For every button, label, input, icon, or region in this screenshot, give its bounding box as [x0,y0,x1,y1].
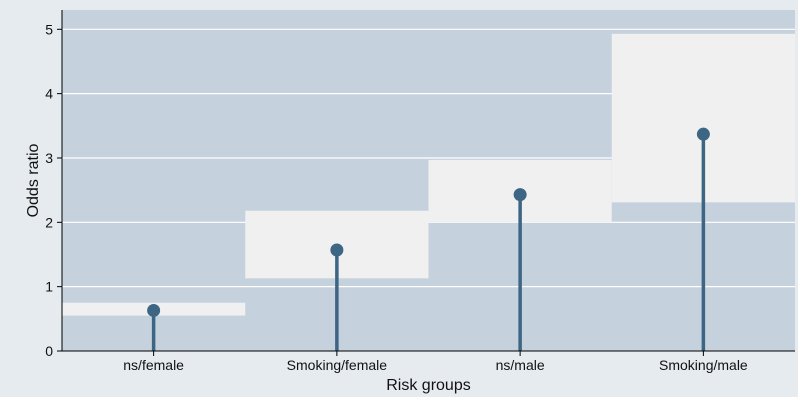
y-tick-label: 3 [45,150,53,166]
y-tick-label: 4 [45,86,53,102]
y-axis-ticks: 0 1 2 3 4 5 [45,21,62,359]
y-axis-title: Odds ratio [25,143,42,217]
y-tick-label: 0 [45,343,53,359]
data-point [696,127,710,141]
markers [147,127,710,317]
x-tick-label: Smoking/male [659,357,748,373]
x-tick-label: Smoking/female [287,357,388,373]
x-tick-label: ns/male [496,357,545,373]
x-axis-title: Risk groups [386,377,470,394]
y-tick-label: 5 [45,21,53,37]
data-point [330,243,344,257]
data-point [147,303,161,317]
y-tick-label: 1 [45,279,53,295]
data-point [513,188,527,202]
y-tick-label: 2 [45,214,53,230]
x-axis-ticks: ns/female Smoking/female ns/male Smoking/ma… [123,351,748,373]
x-tick-label: ns/female [123,357,184,373]
stems [151,134,706,351]
